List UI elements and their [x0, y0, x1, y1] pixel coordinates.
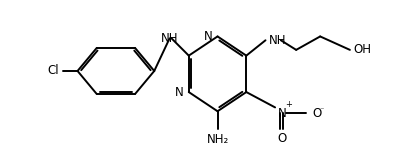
Text: O: O	[277, 132, 286, 145]
Text: N: N	[204, 30, 212, 43]
Text: N: N	[277, 107, 285, 120]
Text: NH₂: NH₂	[206, 133, 228, 146]
Text: O: O	[312, 107, 321, 120]
Text: +: +	[285, 100, 292, 109]
Text: NH: NH	[269, 34, 286, 47]
Text: N: N	[175, 86, 183, 99]
Text: ⁻: ⁻	[318, 106, 323, 115]
Text: NH: NH	[161, 32, 178, 45]
Text: Cl: Cl	[47, 65, 59, 77]
Text: OH: OH	[353, 43, 371, 56]
